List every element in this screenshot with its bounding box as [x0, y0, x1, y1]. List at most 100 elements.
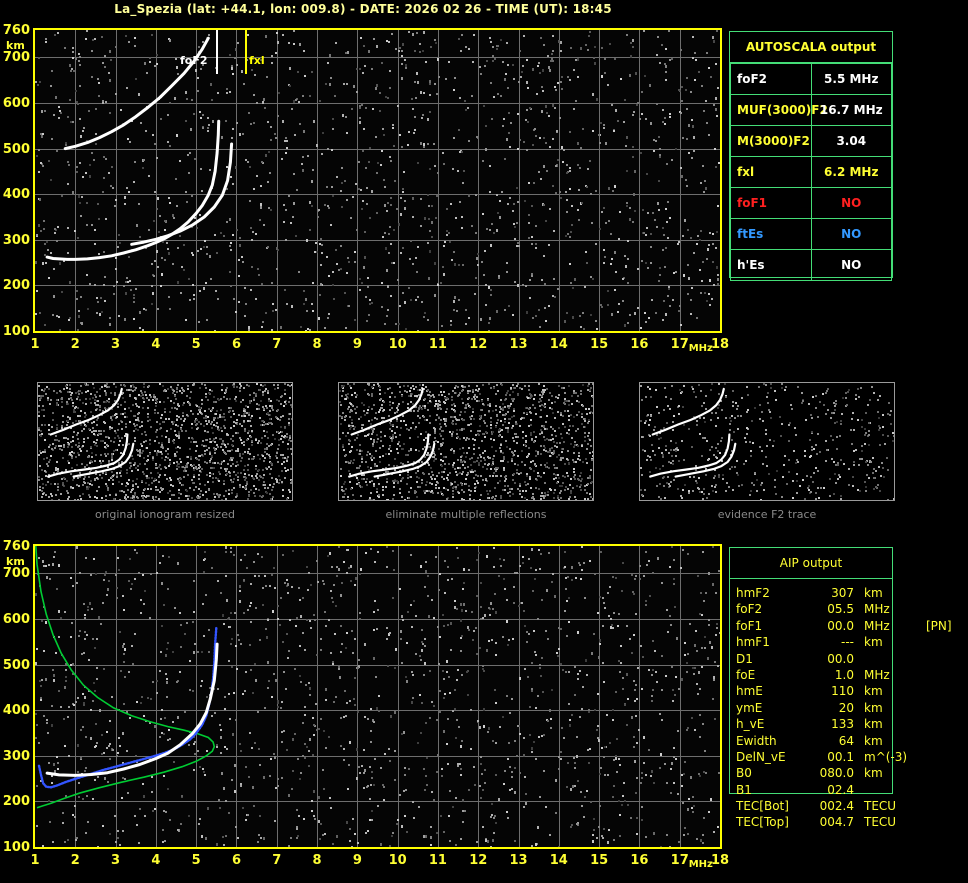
thumbnail-eliminate-multiple-reflections[interactable]	[338, 382, 594, 501]
noise-pixel	[579, 167, 581, 169]
x-tick-label: 14	[549, 337, 568, 352]
noise-pixel	[482, 160, 484, 162]
noise-pixel	[716, 30, 718, 32]
noise-pixel	[321, 284, 323, 286]
noise-pixel	[473, 34, 475, 36]
noise-pixel	[126, 187, 128, 189]
noise-pixel	[615, 109, 617, 112]
noise-pixel	[666, 163, 668, 165]
noise-pixel	[685, 179, 687, 181]
noise-pixel	[315, 242, 317, 244]
noise-pixel	[346, 199, 348, 201]
noise-pixel	[98, 218, 100, 220]
noise-pixel	[446, 234, 448, 236]
noise-pixel	[671, 58, 673, 60]
noise-pixel	[103, 251, 105, 253]
thumbnail-evidence-f2-trace[interactable]	[639, 382, 895, 501]
noise-pixel	[115, 268, 117, 270]
noise-pixel	[236, 122, 238, 124]
noise-pixel	[634, 312, 636, 315]
noise-pixel	[468, 140, 470, 142]
noise-pixel	[369, 147, 371, 149]
noise-pixel	[590, 193, 592, 195]
noise-pixel	[427, 118, 429, 121]
grid-line-vertical	[639, 30, 640, 331]
noise-pixel	[640, 327, 642, 329]
noise-pixel	[313, 120, 315, 123]
noise-pixel	[169, 145, 171, 147]
noise-pixel	[453, 137, 455, 139]
noise-pixel	[405, 64, 407, 67]
noise-pixel	[265, 312, 267, 314]
noise-pixel	[632, 156, 634, 158]
noise-pixel	[493, 96, 495, 98]
noise-pixel	[540, 37, 542, 39]
noise-pixel	[706, 52, 708, 54]
noise-pixel	[626, 34, 628, 36]
noise-pixel	[316, 144, 318, 147]
noise-pixel	[673, 272, 675, 274]
noise-pixel	[504, 158, 506, 160]
noise-pixel	[156, 54, 158, 56]
noise-pixel	[379, 92, 381, 94]
thumbnail-original-ionogram[interactable]	[37, 382, 293, 501]
noise-pixel	[434, 165, 436, 167]
noise-pixel	[716, 115, 718, 117]
noise-pixel	[461, 216, 463, 218]
noise-pixel	[44, 243, 46, 245]
noise-pixel	[483, 274, 485, 276]
noise-pixel	[306, 310, 308, 312]
noise-pixel	[135, 288, 137, 290]
noise-pixel	[97, 203, 99, 205]
noise-pixel	[344, 180, 346, 182]
noise-pixel	[116, 281, 118, 283]
noise-pixel	[292, 216, 294, 218]
noise-pixel	[614, 251, 616, 254]
noise-pixel	[665, 71, 667, 73]
noise-pixel	[289, 67, 291, 70]
noise-pixel	[325, 83, 327, 85]
noise-pixel	[669, 305, 671, 307]
noise-pixel	[56, 150, 58, 152]
noise-pixel	[603, 124, 605, 126]
noise-pixel	[507, 203, 509, 205]
noise-pixel	[684, 219, 686, 222]
noise-pixel	[111, 166, 113, 168]
noise-pixel	[99, 313, 101, 316]
noise-pixel	[109, 323, 111, 326]
noise-pixel	[293, 43, 295, 45]
noise-pixel	[371, 68, 373, 70]
noise-pixel	[387, 309, 389, 311]
grid-line-vertical	[156, 30, 157, 331]
noise-pixel	[615, 271, 617, 273]
noise-pixel	[428, 218, 430, 220]
noise-pixel	[579, 315, 581, 317]
noise-pixel	[397, 105, 399, 107]
noise-pixel	[453, 89, 455, 91]
noise-pixel	[610, 263, 612, 265]
noise-pixel	[67, 183, 69, 185]
noise-pixel	[291, 305, 293, 308]
noise-pixel	[319, 243, 321, 245]
noise-pixel	[183, 244, 185, 246]
noise-pixel	[528, 182, 530, 184]
grid-line-vertical	[680, 30, 681, 331]
noise-pixel	[197, 77, 199, 79]
noise-pixel	[208, 124, 210, 126]
noise-pixel	[232, 128, 234, 130]
noise-pixel	[226, 92, 228, 94]
noise-pixel	[251, 69, 253, 71]
noise-pixel	[48, 160, 50, 162]
noise-pixel	[667, 295, 669, 297]
noise-pixel	[402, 292, 404, 294]
noise-pixel	[662, 227, 664, 229]
noise-pixel	[489, 191, 491, 193]
noise-pixel	[299, 123, 301, 125]
noise-pixel	[188, 278, 190, 280]
noise-pixel	[527, 121, 529, 123]
noise-pixel	[312, 310, 314, 312]
noise-pixel	[675, 148, 677, 150]
noise-pixel	[414, 81, 416, 83]
grid-line-vertical	[599, 30, 600, 331]
noise-pixel	[543, 255, 545, 257]
